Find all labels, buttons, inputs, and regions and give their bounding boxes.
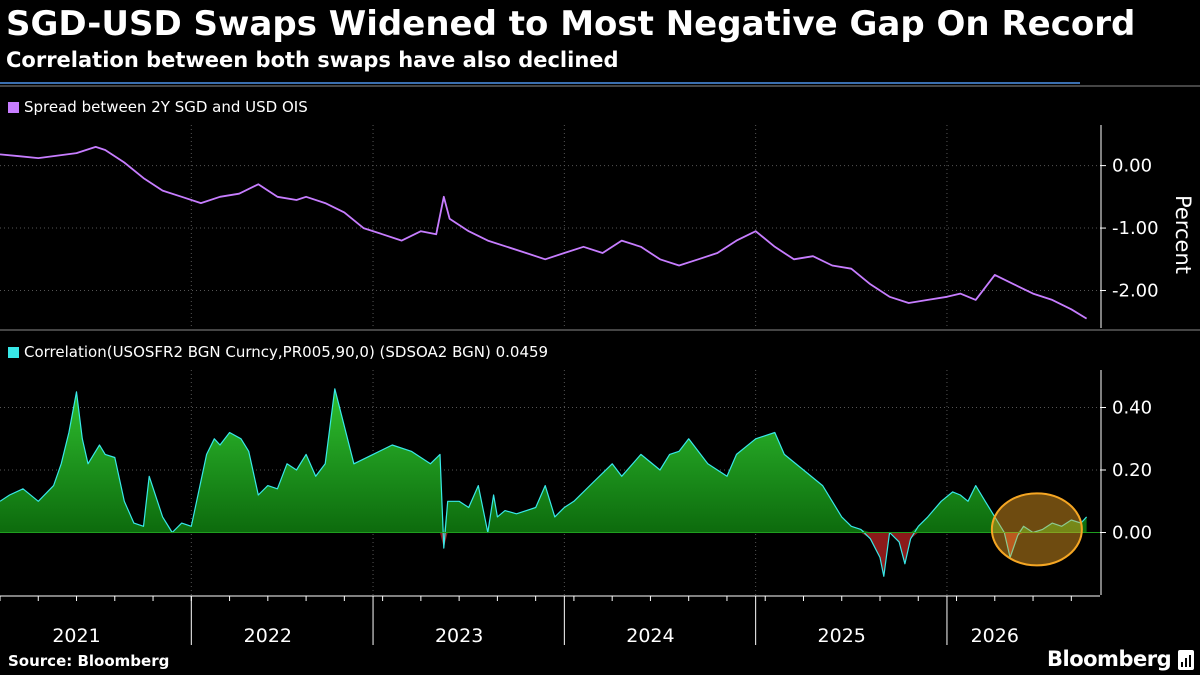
spread-legend-label: Spread between 2Y SGD and USD OIS <box>24 98 308 116</box>
spread-legend-swatch <box>8 101 19 113</box>
corr-y-tick-label: 0.00 <box>1112 523 1152 544</box>
bloomberg-badge-icon <box>1178 650 1194 670</box>
spread-y-tick-label: -2.00 <box>1112 281 1159 302</box>
spread-y-tick-label: 0.00 <box>1112 156 1152 177</box>
corr-positive-area <box>0 388 1087 533</box>
x-tick-label: 2025 <box>818 625 866 647</box>
spread-legend: Spread between 2Y SGD and USD OIS <box>8 98 308 116</box>
x-tick-label: 2026 <box>971 625 1019 647</box>
x-tick-label: 2021 <box>52 625 100 647</box>
corr-y-tick-label: 0.40 <box>1112 398 1152 419</box>
x-tick-label: 2022 <box>244 625 292 647</box>
source-note: Source: Bloomberg <box>8 652 170 670</box>
corr-y-tick-label: 0.20 <box>1112 460 1152 481</box>
corr-negative-area <box>0 532 1087 577</box>
corr-legend-swatch <box>8 346 19 358</box>
corr-series-line <box>0 388 1088 577</box>
highlight-circle <box>990 492 1083 567</box>
chart-title: SGD-USD Swaps Widened to Most Negative G… <box>6 4 1136 44</box>
spread-y-tick-label: -1.00 <box>1112 218 1159 239</box>
corr-legend-label: Correlation(USOSFR2 BGN Curncy,PR005,90,… <box>24 343 549 361</box>
spread-y-axis-title: Percent <box>1171 195 1195 274</box>
corr-legend: Correlation(USOSFR2 BGN Curncy,PR005,90,… <box>8 343 548 361</box>
bloomberg-logo: Bloomberg <box>1047 647 1172 671</box>
chart-subtitle: Correlation between both swaps have also… <box>6 48 619 72</box>
spread-series-line <box>0 146 1088 320</box>
x-tick-label: 2024 <box>626 625 674 647</box>
x-tick-label: 2023 <box>435 625 483 647</box>
